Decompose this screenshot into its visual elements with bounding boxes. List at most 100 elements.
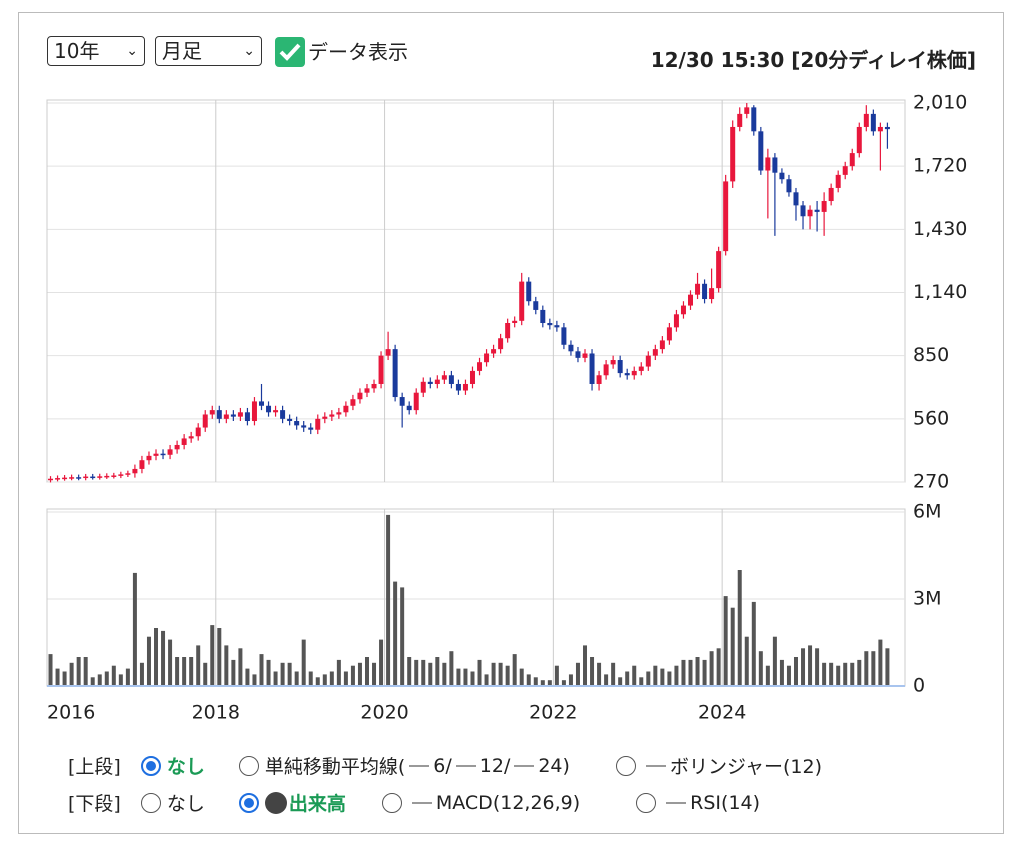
- radio[interactable]: [238, 792, 259, 813]
- candle-body: [849, 153, 855, 167]
- bar: [154, 628, 159, 686]
- y-tick-label: 850: [913, 344, 949, 366]
- radio[interactable]: [615, 755, 636, 776]
- option-sma-6: 6/: [433, 754, 452, 777]
- bar: [632, 665, 637, 686]
- bar: [688, 659, 693, 686]
- bar: [716, 648, 721, 686]
- bar: [104, 671, 109, 686]
- candle-body: [69, 477, 75, 479]
- candle-body: [723, 181, 729, 252]
- bar: [118, 674, 123, 686]
- candle-body: [680, 305, 686, 315]
- bar: [428, 662, 433, 686]
- bar: [322, 674, 327, 686]
- bar: [245, 668, 250, 686]
- candle-body: [793, 192, 799, 206]
- bar: [280, 662, 285, 686]
- bar: [793, 657, 798, 686]
- interval-select[interactable]: 月足 ⌄: [155, 36, 262, 66]
- candle-body: [638, 366, 644, 371]
- bar: [681, 659, 686, 686]
- bar: [646, 671, 651, 686]
- candle-body: [427, 381, 433, 384]
- option-volume: 出来高: [288, 793, 346, 815]
- timestamp: 12/30 15:30 [20分ディレイ株価]: [650, 48, 976, 72]
- candle-body: [308, 427, 314, 430]
- bar: [266, 659, 271, 686]
- bar: [231, 659, 236, 686]
- radio[interactable]: [140, 755, 161, 776]
- bar: [611, 662, 616, 686]
- candle-body: [835, 174, 841, 188]
- candle-body: [251, 401, 257, 422]
- candle-body: [863, 113, 869, 127]
- radio[interactable]: [381, 792, 402, 813]
- y-tick-label: 0: [913, 675, 925, 697]
- candle-body: [237, 412, 243, 417]
- candle-body: [821, 201, 827, 212]
- bar: [674, 665, 679, 686]
- candle-body: [315, 418, 321, 430]
- candle-body: [350, 399, 356, 406]
- bar: [779, 659, 784, 686]
- candle-body: [90, 476, 96, 479]
- candle-body: [624, 373, 630, 376]
- candle-body: [652, 349, 658, 356]
- radio[interactable]: [238, 755, 259, 776]
- candle-body: [645, 355, 651, 367]
- candle-body: [104, 475, 110, 478]
- bar: [90, 677, 95, 686]
- bar: [273, 671, 278, 686]
- candle-body: [448, 375, 454, 384]
- bar: [69, 662, 74, 686]
- x-tick-label: 2020: [360, 702, 408, 724]
- candle-body: [132, 468, 138, 474]
- bar: [695, 657, 700, 686]
- candle-body: [469, 370, 475, 384]
- candle-body: [280, 410, 286, 419]
- candle-body: [406, 405, 412, 411]
- candle-body: [202, 414, 208, 428]
- bar: [765, 665, 770, 686]
- candle-body: [223, 414, 229, 419]
- bar: [568, 674, 573, 686]
- candle-body: [399, 397, 405, 406]
- lower-options: [下段] なし 出来高 MACD(12,26,9) RSI(14): [68, 789, 760, 816]
- bar: [83, 657, 88, 686]
- bar: [407, 657, 412, 686]
- bar: [512, 654, 517, 686]
- bar: [498, 662, 503, 686]
- bar: [421, 659, 426, 686]
- x-tick-label: 2024: [698, 702, 746, 724]
- period-select[interactable]: 10年 ⌄: [47, 36, 145, 66]
- bar: [203, 662, 208, 686]
- bar: [547, 680, 552, 686]
- bar: [386, 514, 391, 686]
- bar: [667, 671, 672, 686]
- bar: [400, 587, 405, 686]
- candle-body: [666, 327, 672, 341]
- y-tick-label: 6M: [913, 501, 941, 523]
- candle-body: [420, 381, 426, 393]
- y-tick-label: 2,010: [913, 92, 967, 114]
- bar: [196, 645, 201, 686]
- candle-body: [582, 353, 588, 358]
- bar: [62, 671, 67, 686]
- show-data-label: データ表示: [308, 40, 408, 64]
- candle-body: [547, 322, 553, 326]
- bar: [125, 668, 130, 686]
- candle-body: [856, 126, 862, 154]
- bar: [442, 662, 447, 686]
- bar: [329, 671, 334, 686]
- radio[interactable]: [636, 792, 657, 813]
- bar: [519, 668, 524, 686]
- bar: [76, 657, 81, 686]
- candle-body: [266, 405, 272, 413]
- radio[interactable]: [140, 792, 161, 813]
- candle-body: [659, 340, 665, 350]
- candle-body: [842, 166, 848, 175]
- candle-body: [462, 383, 468, 391]
- show-data-checkbox[interactable]: [275, 37, 305, 67]
- bar: [625, 671, 630, 686]
